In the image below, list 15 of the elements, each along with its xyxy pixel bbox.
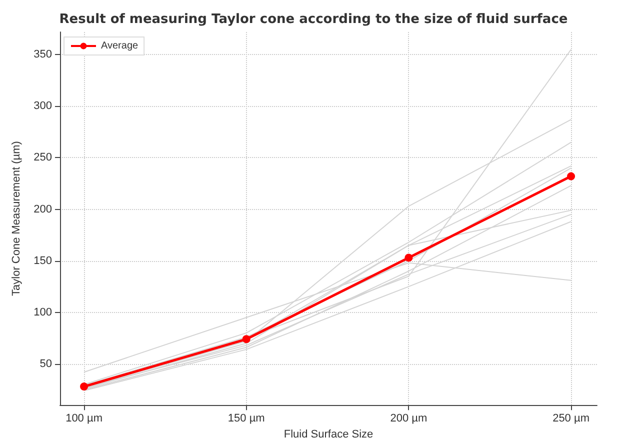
y-tick-label: 200	[34, 203, 52, 216]
y-tick-label: 150	[34, 254, 52, 267]
y-tick-label: 50	[40, 358, 52, 370]
x-tick-label: 150 µm	[228, 412, 265, 425]
x-tick-label: 200 µm	[390, 412, 428, 425]
y-tick-label: 250	[34, 152, 52, 164]
x-axis-title: Fluid Surface Size	[284, 428, 374, 440]
y-tick-label: 100	[34, 306, 52, 318]
y-axis-title: Taylor Cone Measurement (µm)	[10, 141, 22, 296]
legend-label: Average	[101, 40, 139, 52]
x-tick-label: 250 µm	[552, 412, 590, 425]
chart-title: Result of measuring Taylor cone according to the size of fluid surface	[59, 12, 568, 27]
x-tick-label: 100 µm	[66, 412, 102, 425]
y-tick-label: 300	[34, 100, 52, 112]
y-tick-label: 350	[34, 48, 52, 61]
